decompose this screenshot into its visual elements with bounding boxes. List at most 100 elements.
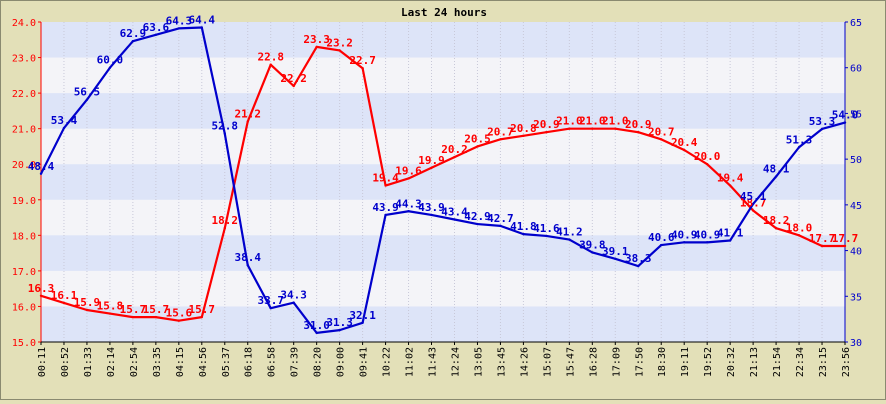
humidity-point <box>246 264 249 267</box>
humidity-point <box>683 241 686 244</box>
y-left-tick-label: 15.0 <box>12 338 36 349</box>
humidity-point <box>797 146 801 149</box>
humidity-data-label: 41.8 <box>510 220 537 233</box>
humidity-data-label: 43.9 <box>418 201 445 214</box>
temperature-data-label: 17.7 <box>809 232 836 245</box>
temperature-data-label: 20.9 <box>625 118 652 131</box>
humidity-point <box>200 26 203 29</box>
humidity-data-label: 32.1 <box>349 309 376 322</box>
grid-band <box>41 164 845 200</box>
temperature-data-label: 16.1 <box>51 289 78 302</box>
humidity-point <box>774 175 778 178</box>
x-tick-label: 23:56 <box>841 347 852 377</box>
temperature-data-label: 23.3 <box>303 33 330 46</box>
temperature-point <box>522 134 525 137</box>
temperature-data-label: 21.0 <box>579 115 606 128</box>
y-left-tick-label: 23.0 <box>12 54 36 65</box>
humidity-point <box>430 213 433 217</box>
temperature-point <box>292 84 295 88</box>
temperature-data-label: 21.2 <box>234 108 261 121</box>
humidity-data-label: 48.4 <box>28 160 55 173</box>
temperature-point <box>177 319 181 322</box>
temperature-data-label: 20.0 <box>694 150 721 163</box>
temperature-point <box>338 49 341 52</box>
humidity-data-label: 39.1 <box>602 245 629 258</box>
temperature-data-label: 21.0 <box>556 115 583 128</box>
temperature-data-label: 19.6 <box>395 164 422 177</box>
x-tick-label: 00:11 <box>37 347 48 377</box>
humidity-point <box>361 321 364 324</box>
temperature-point <box>453 155 456 159</box>
humidity-data-label: 64.4 <box>189 13 216 26</box>
temperature-point <box>774 227 778 230</box>
temperature-data-label: 22.8 <box>257 51 284 64</box>
humidity-data-label: 63.6 <box>143 21 170 34</box>
humidity-point <box>384 213 387 217</box>
y-right-tick-label: 65 <box>850 18 862 29</box>
x-tick-label: 11:02 <box>405 347 416 377</box>
temperature-point <box>407 177 410 180</box>
x-tick-label: 13:05 <box>473 347 484 377</box>
humidity-point <box>154 33 158 36</box>
temperature-point <box>705 163 709 166</box>
humidity-point <box>820 127 824 131</box>
y-right-tick-label: 45 <box>850 201 862 212</box>
temperature-data-label: 15.7 <box>120 303 147 316</box>
humidity-point <box>108 66 112 69</box>
x-tick-label: 12:24 <box>450 347 461 377</box>
humidity-point <box>545 234 548 238</box>
temperature-point <box>108 312 112 315</box>
x-tick-label: 04:15 <box>175 347 186 377</box>
humidity-point <box>728 239 732 242</box>
temperature-point <box>660 138 663 141</box>
y-left-tick-label: 18.0 <box>12 231 36 242</box>
humidity-point <box>131 40 135 43</box>
grid-band <box>41 306 845 342</box>
humidity-data-label: 38.4 <box>234 251 261 264</box>
temperature-point <box>797 234 801 237</box>
x-tick-label: 23:15 <box>818 347 829 377</box>
humidity-point <box>499 224 502 228</box>
humidity-data-label: 54.0 <box>832 109 859 122</box>
temperature-data-label: 20.7 <box>648 125 675 138</box>
temperature-data-label: 19.4 <box>717 172 744 185</box>
x-tick-label: 21:13 <box>749 347 760 377</box>
x-tick-label: 07:39 <box>290 347 301 377</box>
x-tick-label: 06:18 <box>244 347 255 377</box>
humidity-point <box>843 121 847 124</box>
temperature-data-label: 19.4 <box>372 172 399 185</box>
humidity-point <box>660 243 663 247</box>
temperature-point <box>315 45 318 49</box>
humidity-data-label: 48.1 <box>763 163 790 176</box>
temperature-point <box>683 148 686 152</box>
humidity-data-label: 31.0 <box>303 319 330 332</box>
temperature-data-label: 16.3 <box>28 282 55 295</box>
humidity-point <box>39 172 43 175</box>
humidity-point <box>522 232 525 236</box>
y-right-tick-label: 50 <box>850 155 862 166</box>
x-tick-label: 06:58 <box>267 347 278 377</box>
temperature-point <box>476 145 479 148</box>
grid-band <box>41 22 845 58</box>
temperature-point <box>568 127 571 130</box>
temperature-data-label: 15.8 <box>97 300 124 313</box>
humidity-data-label: 43.9 <box>372 201 399 214</box>
x-tick-label: 02:14 <box>106 347 117 377</box>
temperature-point <box>131 315 135 319</box>
y-right-tick-label: 30 <box>850 338 862 349</box>
temperature-point <box>637 131 640 134</box>
y-left-tick-label: 19.0 <box>12 196 36 207</box>
x-tick-label: 10:22 <box>382 347 393 377</box>
temperature-data-label: 15.7 <box>189 303 216 316</box>
x-tick-label: 15:07 <box>542 347 553 377</box>
y-left-tick-label: 22.0 <box>12 89 36 100</box>
humidity-data-label: 34.3 <box>280 289 307 302</box>
x-tick-label: 11:43 <box>428 347 439 377</box>
x-tick-label: 17:50 <box>634 347 645 377</box>
y-left-tick-label: 16.0 <box>12 302 36 313</box>
humidity-point <box>62 126 66 130</box>
temperature-point <box>246 120 249 123</box>
temperature-line <box>40 45 845 322</box>
